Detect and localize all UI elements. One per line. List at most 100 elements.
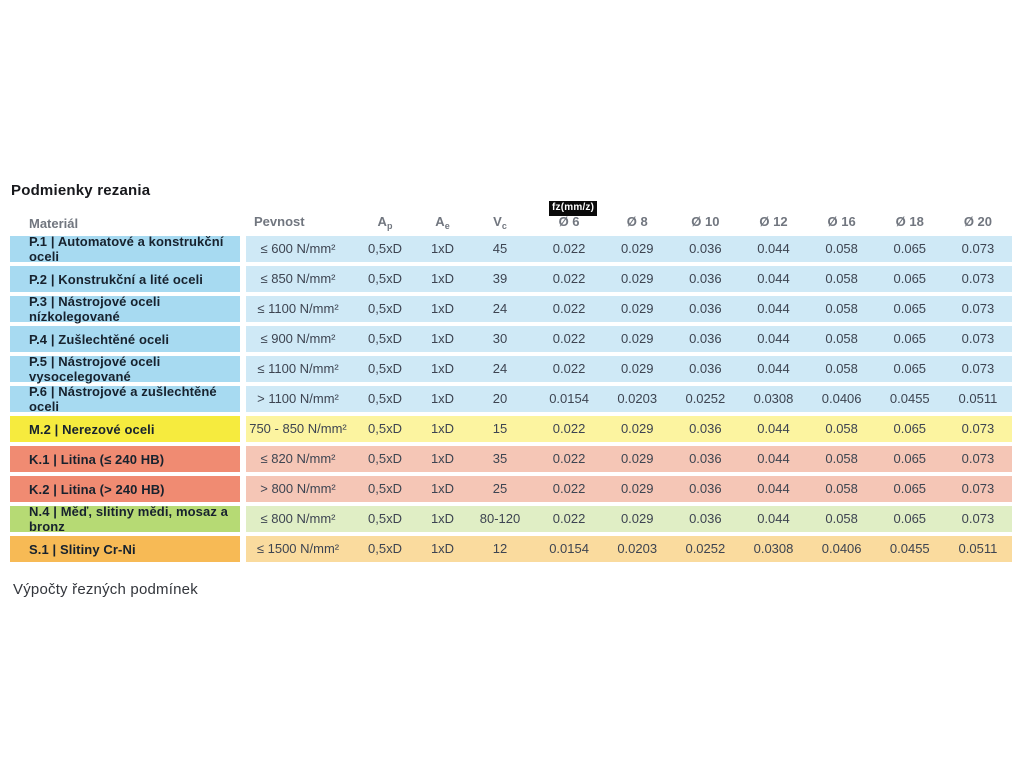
fz-cell: 0.029 — [620, 241, 654, 256]
table-body: P.1 | Automatové a konstrukční oceli ≤ 6… — [10, 234, 1012, 562]
ae-cell: 1xD — [430, 301, 455, 316]
fz-cell: 0.022 — [552, 511, 586, 526]
fz-cell: 0.065 — [893, 361, 927, 376]
fz-cell: 0.065 — [893, 481, 927, 496]
fz-cell: 0.029 — [620, 301, 654, 316]
fz-cell: 0.022 — [552, 481, 586, 496]
fz-cell: 0.058 — [825, 271, 858, 286]
fz-cell: 0.058 — [825, 361, 858, 376]
fz-cell: 0.0252 — [685, 391, 726, 406]
fz-cell: 0.022 — [552, 361, 586, 376]
ap-cell: 0,5xD — [368, 301, 402, 316]
fz-cell: 0.058 — [825, 421, 858, 436]
col-header-ap: Ap — [377, 214, 393, 231]
values-band: ≤ 600 N/mm² 0,5xD 1xD 45 0.022 0.029 0.0… — [246, 236, 1012, 262]
table-row: M.2 | Nerezové oceli 750 - 850 N/mm² 0,5… — [10, 416, 1012, 442]
fz-cell: 0.022 — [552, 451, 586, 466]
ap-cell: 0,5xD — [368, 541, 402, 556]
pevnost-cell: ≤ 850 N/mm² — [260, 271, 336, 286]
fz-cell: 0.0154 — [549, 541, 589, 556]
fz-cell: 0.065 — [893, 271, 927, 286]
pevnost-cell: > 1100 N/mm² — [257, 391, 339, 406]
table-row: S.1 | Slitiny Cr-Ni ≤ 1500 N/mm² 0,5xD 1… — [10, 536, 1012, 562]
table-row: K.1 | Litina (≤ 240 HB) ≤ 820 N/mm² 0,5x… — [10, 446, 1012, 472]
fz-cell: 0.029 — [620, 421, 654, 436]
material-cell: M.2 | Nerezové oceli — [10, 416, 240, 442]
table-row: K.2 | Litina (> 240 HB) > 800 N/mm² 0,5x… — [10, 476, 1012, 502]
pevnost-cell: ≤ 900 N/mm² — [260, 331, 336, 346]
col-header-d20: Ø 20 — [963, 214, 992, 229]
fz-cell: 0.073 — [961, 361, 995, 376]
fz-cell: 0.058 — [825, 451, 858, 466]
fz-cell: 0.0455 — [889, 391, 930, 406]
fz-cell: 0.044 — [757, 511, 790, 526]
fz-cell: 0.029 — [620, 511, 654, 526]
table-row: P.3 | Nástrojové oceli nízkolegované ≤ 1… — [10, 294, 1012, 324]
values-band: ≤ 800 N/mm² 0,5xD 1xD 80-120 0.022 0.029… — [246, 506, 1012, 532]
col-header-d8: Ø 8 — [626, 214, 648, 229]
fz-cell: 0.036 — [689, 511, 722, 526]
vc-cell: 80-120 — [479, 511, 521, 526]
fz-unit-badge: fz(mm/z) — [549, 201, 598, 216]
fz-cell: 0.073 — [961, 421, 995, 436]
fz-cell: 0.0203 — [617, 391, 658, 406]
fz-cell: 0.0511 — [958, 391, 998, 406]
fz-cell: 0.029 — [620, 481, 654, 496]
fz-cell: 0.022 — [552, 301, 586, 316]
section-heading-below: Výpočty řezných podmínek — [13, 581, 198, 598]
fz-cell: 0.036 — [689, 271, 722, 286]
material-cell: P.3 | Nástrojové oceli nízkolegované — [10, 294, 240, 324]
table-row: P.4 | Zušlechtěné oceli ≤ 900 N/mm² 0,5x… — [10, 326, 1012, 352]
ap-cell: 0,5xD — [368, 481, 402, 496]
fz-cell: 0.022 — [552, 421, 586, 436]
fz-cell: 0.029 — [620, 451, 654, 466]
fz-cell: 0.022 — [552, 241, 586, 256]
col-header-d18: Ø 18 — [895, 214, 924, 229]
material-cell: P.2 | Konstrukční a lité oceli — [10, 266, 240, 292]
vc-cell: 45 — [492, 241, 508, 256]
fz-cell: 0.058 — [825, 241, 858, 256]
fz-cell: 0.044 — [757, 271, 790, 286]
ap-cell: 0,5xD — [368, 511, 402, 526]
material-cell: P.5 | Nástrojové oceli vysocelegované — [10, 354, 240, 384]
fz-cell: 0.0203 — [617, 541, 658, 556]
pevnost-cell: ≤ 1500 N/mm² — [256, 541, 340, 556]
fz-cell: 0.036 — [689, 301, 722, 316]
values-band: ≤ 820 N/mm² 0,5xD 1xD 35 0.022 0.029 0.0… — [246, 446, 1012, 472]
ae-cell: 1xD — [430, 541, 455, 556]
fz-cell: 0.073 — [961, 301, 995, 316]
fz-cell: 0.065 — [893, 511, 927, 526]
vc-cell: 24 — [492, 301, 508, 316]
ae-cell: 1xD — [430, 421, 455, 436]
fz-cell: 0.073 — [961, 241, 995, 256]
ap-cell: 0,5xD — [368, 331, 402, 346]
vc-cell: 12 — [492, 541, 508, 556]
col-header-pevnost: Pevnost — [254, 214, 305, 229]
fz-cell: 0.0455 — [889, 541, 930, 556]
fz-cell: 0.065 — [893, 421, 927, 436]
fz-cell: 0.044 — [757, 481, 790, 496]
ap-cell: 0,5xD — [368, 271, 402, 286]
vc-cell: 15 — [492, 421, 508, 436]
fz-cell: 0.036 — [689, 331, 722, 346]
vc-cell: 20 — [492, 391, 508, 406]
fz-cell: 0.036 — [689, 421, 722, 436]
fz-cell: 0.0406 — [821, 391, 862, 406]
fz-cell: 0.058 — [825, 331, 858, 346]
fz-cell: 0.0308 — [753, 391, 794, 406]
pevnost-cell: ≤ 800 N/mm² — [260, 511, 336, 526]
col-header-vc: Vc — [493, 214, 507, 231]
col-header-d16: Ø 16 — [827, 214, 856, 229]
table-row: P.5 | Nástrojové oceli vysocelegované ≤ … — [10, 354, 1012, 384]
fz-cell: 0.036 — [689, 481, 722, 496]
table-row: P.1 | Automatové a konstrukční oceli ≤ 6… — [10, 234, 1012, 264]
header-band: Pevnost Ap Ae Vc Ø 6 Ø 8 Ø 10 Ø 12 Ø 16 … — [246, 214, 1012, 231]
vc-cell: 24 — [492, 361, 508, 376]
table-row: P.6 | Nástrojové a zušlechtěné oceli > 1… — [10, 384, 1012, 414]
ae-cell: 1xD — [430, 391, 455, 406]
ae-cell: 1xD — [430, 511, 455, 526]
ap-cell: 0,5xD — [368, 451, 402, 466]
fz-cell: 0.065 — [893, 451, 927, 466]
pevnost-cell: 750 - 850 N/mm² — [249, 421, 347, 436]
vc-cell: 39 — [492, 271, 508, 286]
